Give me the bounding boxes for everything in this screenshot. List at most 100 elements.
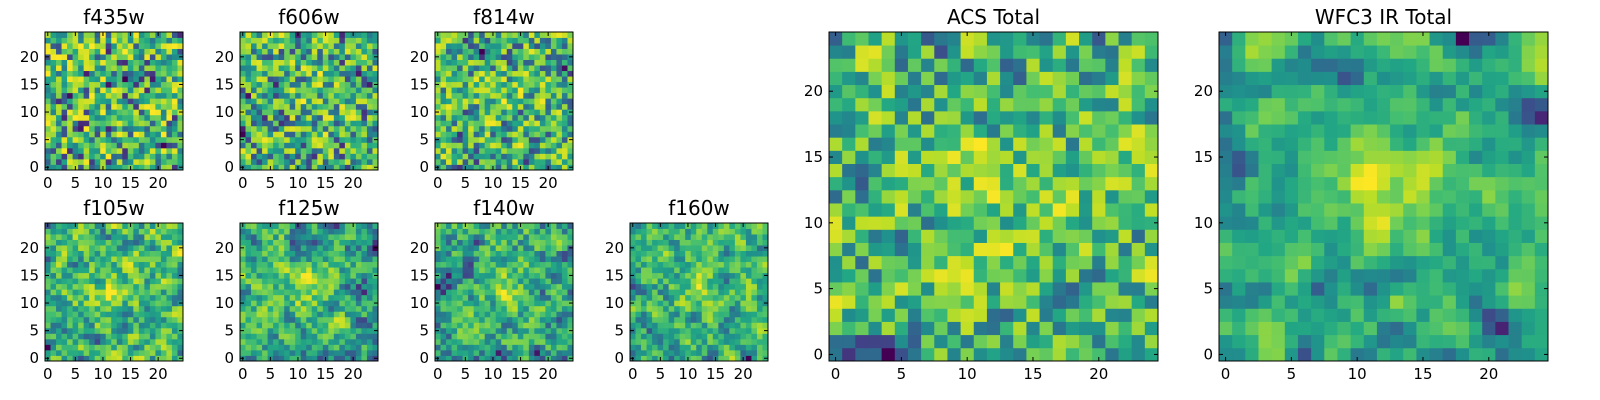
heatmap-cell — [690, 333, 697, 340]
heatmap-cell — [100, 153, 107, 160]
heatmap-cell — [116, 305, 123, 312]
heatmap-cell — [534, 136, 541, 143]
heatmap-cell — [339, 120, 346, 127]
heatmap-cell — [289, 98, 296, 105]
heatmap-cell — [256, 70, 263, 77]
heatmap-cell — [1105, 321, 1119, 336]
heatmap-cell — [556, 250, 563, 257]
heatmap-cell — [473, 267, 480, 274]
heatmap-cell — [295, 261, 302, 268]
heatmap-cell — [350, 267, 357, 274]
heatmap-cell — [690, 289, 697, 296]
heatmap-cell — [278, 98, 285, 105]
heatmap-cell — [350, 76, 357, 83]
heatmap-cell — [641, 245, 647, 251]
heatmap-cell — [435, 43, 441, 49]
heatmap-cell — [528, 250, 535, 257]
heatmap-cell — [67, 305, 73, 312]
heatmap-cell — [1105, 216, 1119, 230]
heatmap-cell — [89, 76, 96, 83]
heatmap-cell — [973, 308, 988, 322]
heatmap-cell — [556, 59, 563, 66]
heatmap-cell — [122, 125, 129, 132]
x-tick-label: 5 — [71, 365, 81, 383]
heatmap-cell — [72, 103, 79, 110]
heatmap-cell — [361, 37, 368, 44]
heatmap-cell — [166, 333, 173, 340]
heatmap-cell — [328, 158, 335, 165]
heatmap-cell — [506, 283, 513, 290]
heatmap-cell — [295, 289, 302, 296]
heatmap-cell — [1065, 321, 1080, 336]
heatmap-cell — [674, 300, 681, 307]
heatmap-cell — [868, 347, 883, 362]
heatmap-cell — [484, 103, 491, 110]
heatmap-cell — [506, 267, 513, 274]
heatmap-cell — [350, 283, 357, 290]
heatmap-cell — [756, 311, 763, 318]
heatmap-cell — [567, 322, 574, 329]
heatmap-cell — [355, 228, 362, 235]
heatmap-cell — [72, 109, 79, 116]
heatmap-cell — [171, 158, 178, 165]
heatmap-cell — [295, 120, 302, 127]
heatmap-cell — [668, 338, 675, 345]
heatmap-cell — [177, 333, 184, 340]
heatmap-cell — [262, 76, 268, 83]
heatmap-cell — [284, 54, 291, 60]
heatmap-cell — [734, 355, 741, 362]
heatmap-cell — [273, 349, 280, 356]
heatmap-cell — [674, 245, 681, 251]
x-tick-label: 20 — [539, 365, 558, 383]
heatmap-cell — [100, 125, 107, 132]
heatmap-cell — [756, 239, 763, 246]
heatmap-cell — [289, 289, 296, 296]
heatmap-cell — [61, 136, 68, 143]
heatmap-cell — [50, 250, 57, 257]
heatmap-cell — [267, 81, 274, 88]
heatmap-cell — [149, 228, 156, 235]
heatmap-cell — [149, 333, 156, 340]
heatmap-cell — [539, 278, 546, 285]
heatmap-cell — [83, 283, 90, 290]
heatmap-cell — [517, 54, 524, 60]
heatmap-cell — [322, 294, 329, 301]
heatmap-cell — [663, 283, 670, 290]
heatmap-cell — [50, 120, 57, 127]
heatmap-cell — [333, 300, 340, 307]
heatmap-cell — [451, 245, 458, 251]
heatmap-cell — [696, 355, 703, 362]
heatmap-cell — [545, 327, 552, 334]
heatmap-cell — [155, 344, 162, 351]
heatmap-cell — [295, 70, 302, 77]
heatmap-cell — [440, 239, 447, 246]
heatmap-cell — [668, 234, 675, 240]
heatmap-cell — [105, 59, 112, 66]
heatmap-cell — [295, 245, 302, 251]
heatmap-cell — [372, 311, 379, 318]
heatmap-cell — [339, 87, 346, 94]
heatmap-cell — [451, 327, 458, 334]
heatmap-cell — [512, 147, 519, 154]
heatmap-cell — [344, 355, 351, 362]
heatmap-cell — [495, 234, 502, 240]
heatmap-cell — [567, 250, 574, 257]
heatmap-cell — [556, 234, 563, 240]
heatmap-cell — [278, 142, 285, 149]
heatmap-cell — [457, 256, 463, 263]
heatmap-cell — [144, 228, 151, 235]
heatmap-cell — [295, 43, 302, 49]
heatmap-cell — [144, 234, 151, 240]
heatmap-cell — [894, 242, 909, 257]
heatmap-cell — [289, 250, 296, 257]
heatmap-cell — [523, 267, 530, 274]
heatmap-cell — [723, 283, 730, 290]
heatmap-cell — [67, 245, 73, 251]
heatmap-cell — [45, 153, 51, 160]
heatmap-cell — [94, 65, 101, 72]
heatmap-cell — [657, 239, 664, 246]
heatmap-cell — [61, 256, 68, 263]
heatmap-cell — [350, 316, 357, 323]
heatmap-cell — [567, 289, 574, 296]
heatmap-cell — [685, 278, 692, 285]
